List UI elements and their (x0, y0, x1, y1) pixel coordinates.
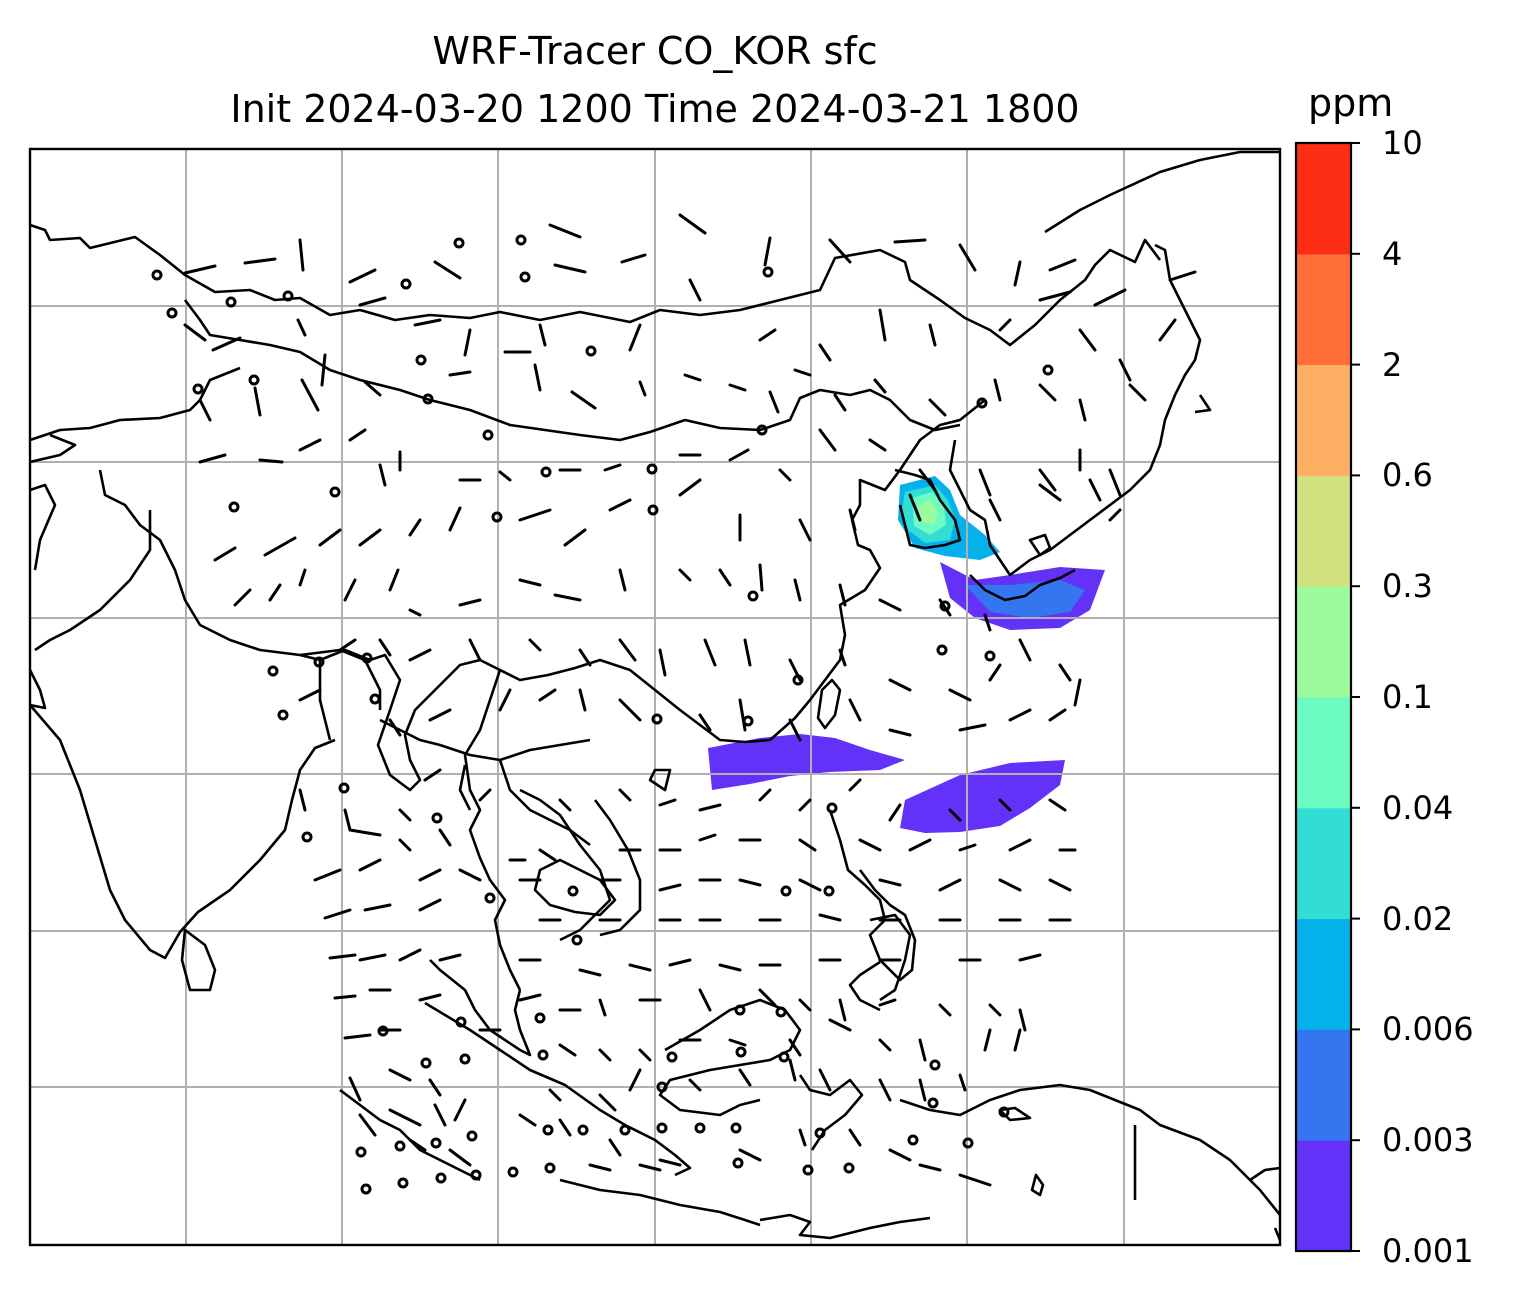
map-title-line1: WRF-Tracer CO_KOR sfc (432, 29, 878, 73)
colorbar-tick-label: 2 (1382, 345, 1403, 384)
colorbar-segment (1296, 364, 1351, 476)
colorbar-tick-label: 0.006 (1382, 1010, 1474, 1049)
plume-philippine-sea (900, 760, 1065, 833)
map-title-line2: Init 2024-03-20 1200 Time 2024-03-21 180… (230, 87, 1080, 131)
colorbar-segment (1296, 918, 1351, 1030)
colorbar-tick-label: 0.003 (1382, 1121, 1474, 1160)
colorbar-segment (1296, 807, 1351, 920)
colorbar-segment (1296, 1029, 1351, 1141)
plume-korea-peak (918, 500, 938, 524)
colorbar-tick-label: 0.6 (1382, 456, 1433, 495)
colorbar-tick-label: 0.04 (1382, 788, 1454, 827)
colorbar-tick-label: 0.001 (1382, 1232, 1474, 1270)
colorbar-segment (1296, 586, 1351, 698)
colorbar-unit-label: ppm (1308, 81, 1394, 125)
colorbar-tick-label: 0.1 (1382, 678, 1433, 716)
colorbar-frame (1294, 141, 1353, 1253)
colorbar-tick-label: 0.02 (1382, 899, 1454, 938)
plume-south-china-sea (708, 734, 905, 790)
colorbar-tick-label: 4 (1382, 234, 1403, 273)
colorbar (1296, 142, 1360, 1252)
colorbar-segment (1296, 1140, 1351, 1252)
colorbar-tick-label: 0.3 (1382, 567, 1433, 606)
colorbar-segment (1296, 143, 1351, 255)
colorbar-segment (1296, 253, 1351, 366)
colorbar-segment (1296, 697, 1351, 809)
colorbar-tick-label: 10 (1382, 124, 1423, 162)
colorbar-segment (1296, 475, 1351, 587)
wind-barbs (183, 213, 1197, 1187)
plume-japan-inner (965, 580, 1085, 618)
map-frame (28, 147, 1282, 1247)
calm-wind-circles (151, 234, 1054, 1195)
